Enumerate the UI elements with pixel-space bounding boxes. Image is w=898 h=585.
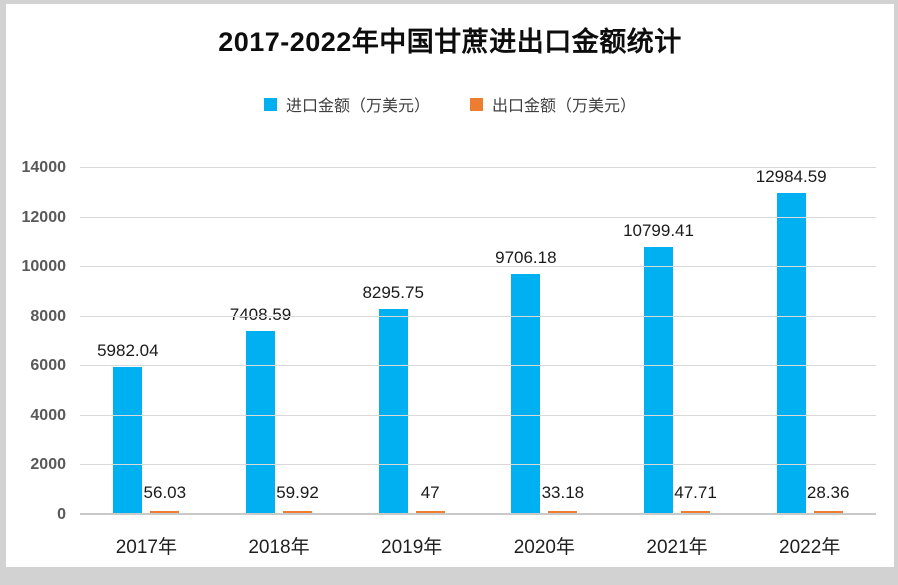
export-value-label: 59.92 [276,483,319,502]
gridline [80,414,876,416]
import-value-label: 9706.18 [495,248,557,268]
x-axis-category-label: 2018年 [248,537,310,558]
import-value-label: 12984.59 [755,167,827,187]
export-value-label: 47 [420,483,440,502]
legend-item-export: 出口金额（万美元） [470,92,636,116]
import-value-label: 8295.75 [362,283,424,303]
y-axis-tick-label: 14000 [21,159,67,176]
category-group: 10799.41 47.71 2021年 [611,168,744,558]
gridline [80,167,876,168]
gridline [80,513,876,515]
import-legend-label: 进口金额（万美元） [285,98,430,115]
import-value-label: 5982.04 [97,340,159,360]
y-axis-tick-label: 2000 [30,456,66,474]
gridline [80,315,876,317]
plot-area: 5982.04 56.03 2017年 7408.59 59.92 2018年 8295.7… [22,159,876,558]
y-axis-tick-label: 10000 [21,258,67,276]
category-group: 7408.59 59.92 2018年 [213,168,346,558]
export-value-label: 47.71 [674,483,717,502]
x-axis-category-label: 2021年 [646,537,708,558]
import-bar [246,331,275,515]
export-legend-swatch [470,97,483,111]
import-bar [776,193,806,515]
export-value-label: 28.36 [806,483,850,502]
import-bar [113,366,143,515]
gridline [80,266,876,268]
x-axis-category-label: 2019年 [381,537,443,558]
import-bar [644,247,674,515]
y-axis-tick-label: 12000 [21,208,67,226]
category-group: 8295.75 47 2019年 [345,168,478,558]
category-group: 9706.18 33.18 2020年 [478,168,611,558]
export-value-label: 56.03 [143,483,187,502]
export-value-label: 33.18 [541,483,585,502]
gridline [80,464,876,466]
gridline [80,365,876,367]
import-legend-swatch [263,97,277,111]
gridline [80,216,876,218]
x-axis-category-label: 2020年 [513,537,575,558]
import-value-label: 7408.59 [229,305,292,325]
y-axis-tick-label: 6000 [30,357,66,375]
chart-title: 2017-2022年中国甘蔗进出口金额统计 [218,27,682,57]
bar-groups: 5982.04 56.03 2017年 7408.59 59.92 2018年 8295.7… [80,167,876,558]
import-bar [378,309,408,515]
legend: 进口金额（万美元） 出口金额（万美元） [6,92,894,116]
y-axis-tick-label: 4000 [30,406,66,424]
y-axis-tick-label: 0 [57,506,66,523]
y-axis-tick-label: 8000 [30,307,66,325]
import-value-label: 10799.41 [623,221,694,241]
category-group: 5982.04 56.03 2017年 [80,168,213,558]
x-axis-category-label: 2017年 [115,537,177,558]
import-bar [511,274,541,515]
export-legend-label: 出口金额（万美元） [492,98,637,115]
legend-item-import: 进口金额（万美元） [263,92,430,116]
chart-card: 2017-2022年中国甘蔗进出口金额统计 进口金额（万美元） 出口金额（万美元… [6,4,894,567]
x-axis-category-label: 2022年 [779,537,841,558]
category-group: 12984.59 28.36 2022年 [743,167,876,558]
